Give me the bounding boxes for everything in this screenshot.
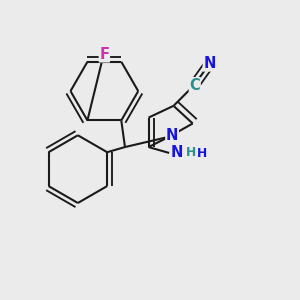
Text: F: F	[99, 47, 110, 62]
Text: N: N	[166, 128, 178, 143]
Text: N: N	[170, 146, 183, 160]
Text: H: H	[196, 147, 207, 160]
Text: N: N	[203, 56, 216, 71]
Text: C: C	[189, 78, 200, 93]
Text: H: H	[186, 146, 196, 159]
